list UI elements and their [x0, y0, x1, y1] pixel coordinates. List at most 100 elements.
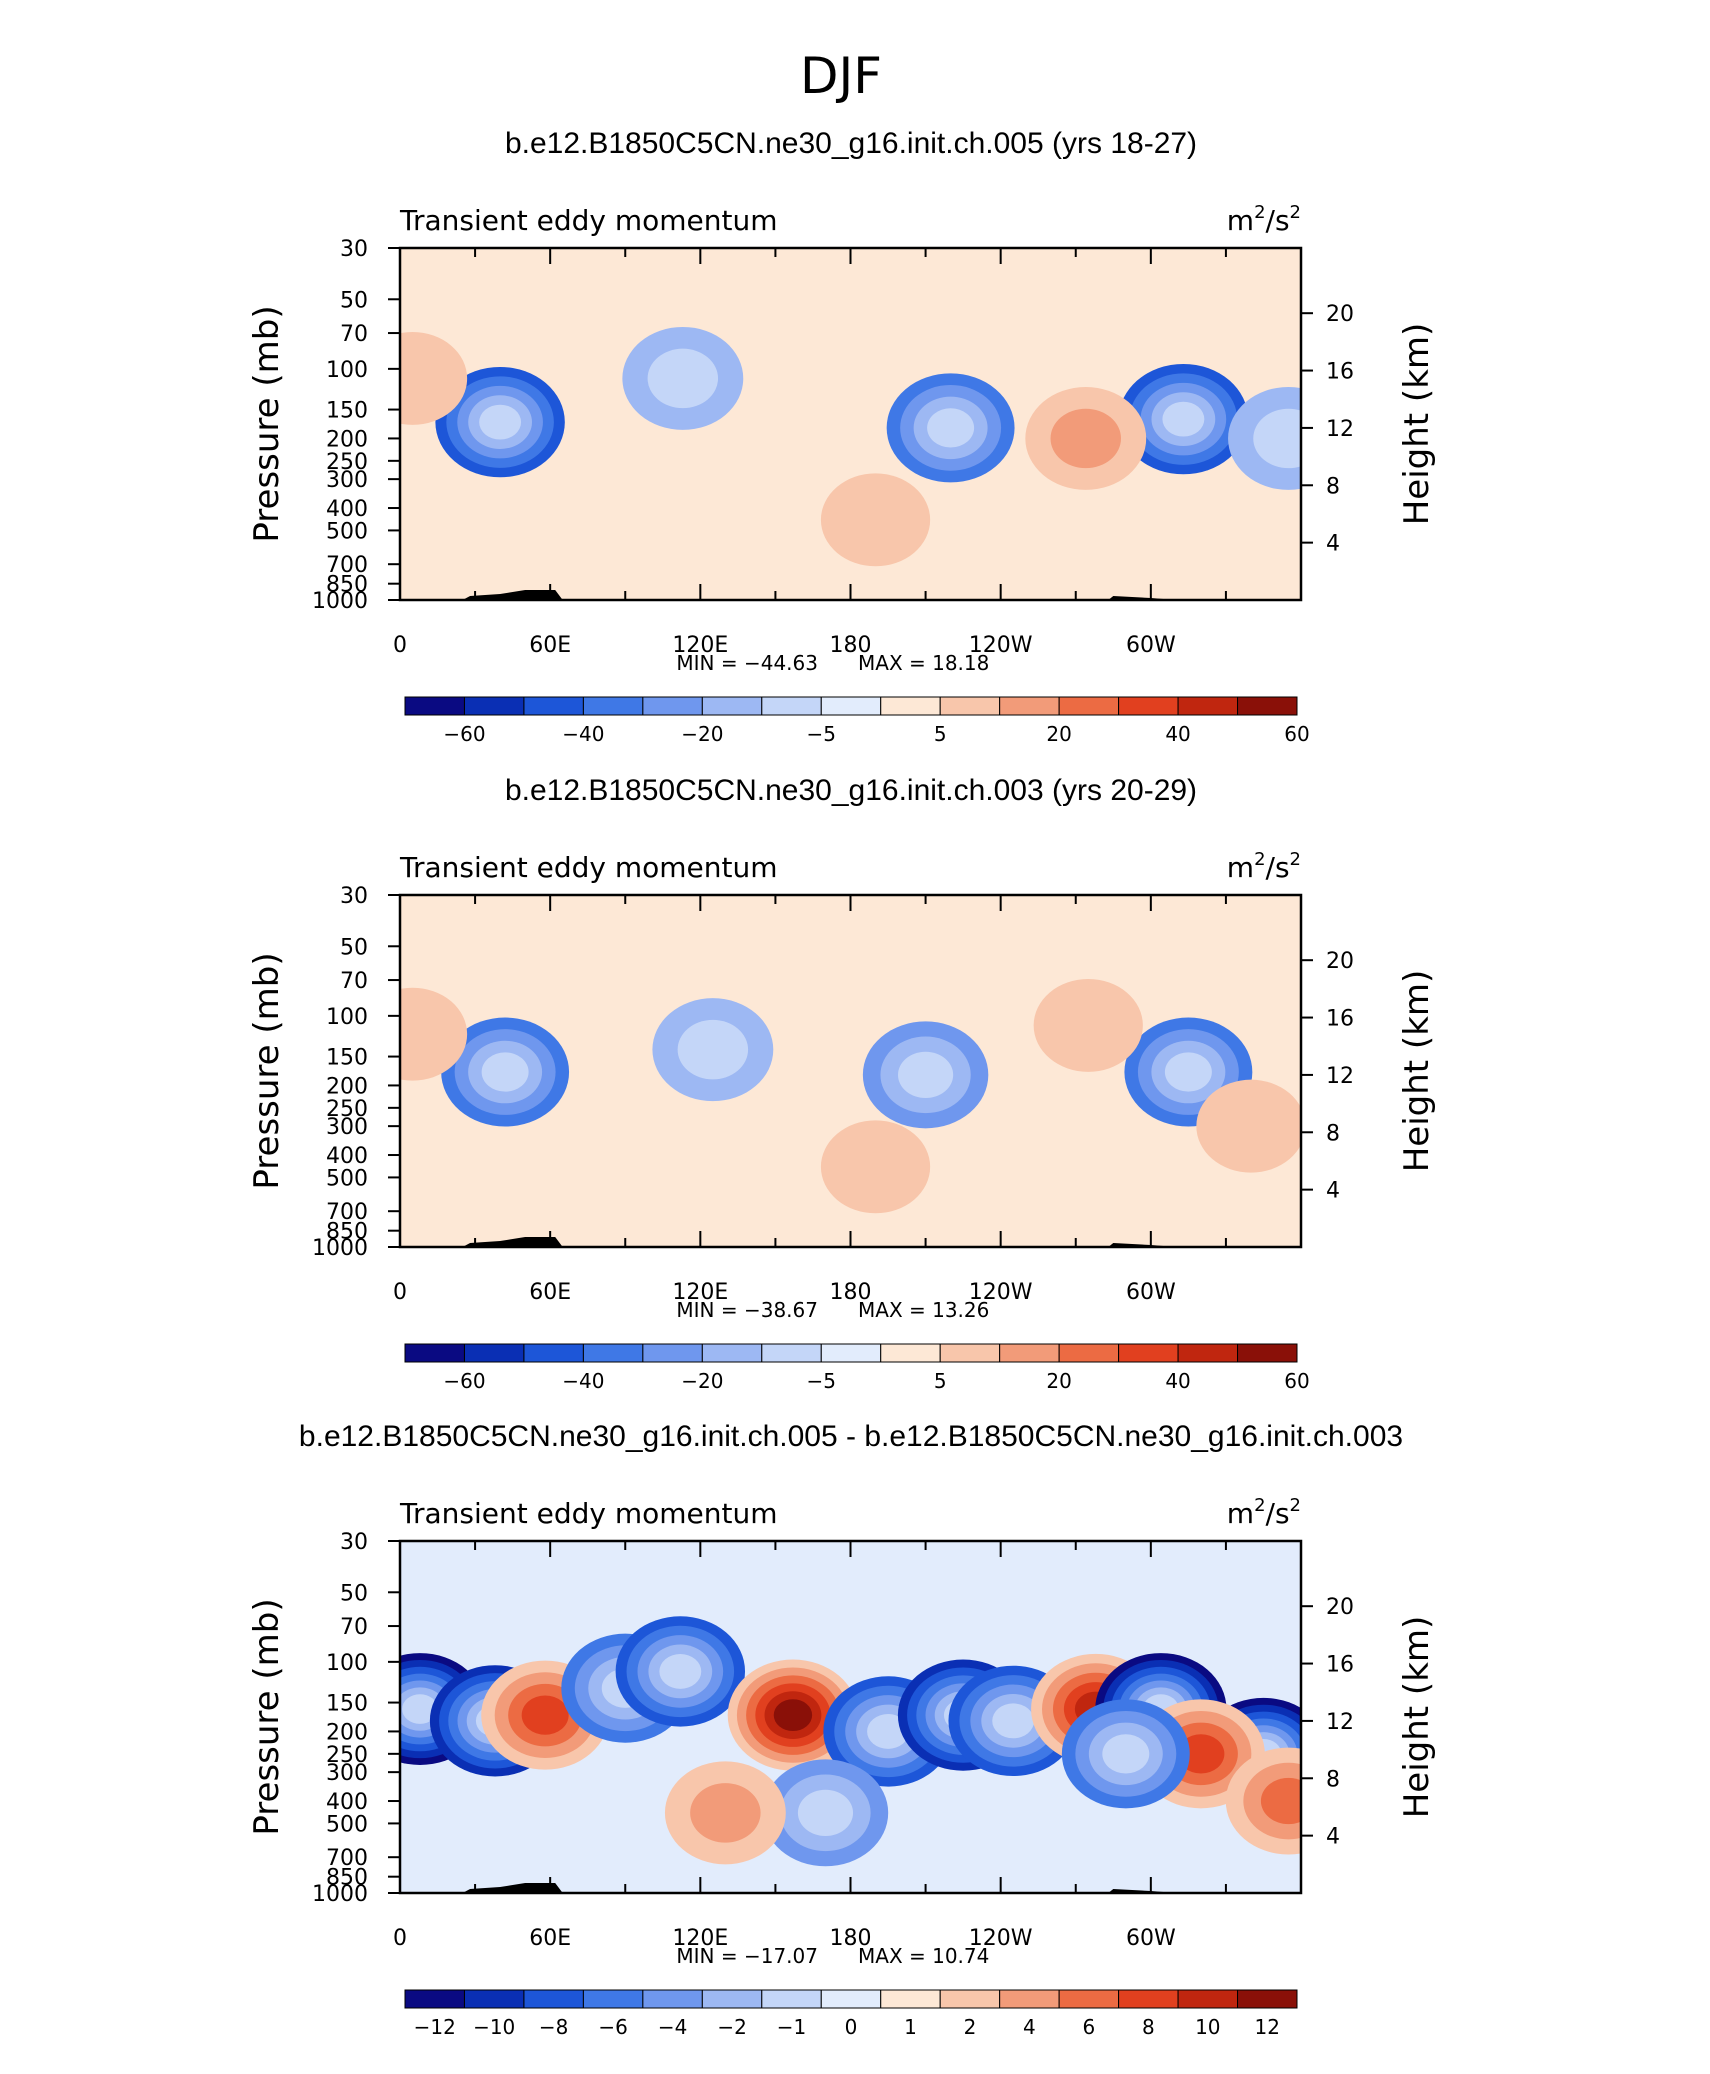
contour-band: [820, 1120, 931, 1214]
y-tick-label: 700: [326, 553, 368, 578]
colorbar-cell: [463, 696, 525, 716]
panel-title: b.e12.B1850C5CN.ne30_g16.init.ch.005 - b…: [299, 1420, 1403, 1453]
x-tick-label: 120E: [672, 1280, 728, 1305]
contour-band: [797, 1789, 854, 1836]
min-label: MIN = −38.67: [676, 1298, 818, 1322]
contour-field: [400, 895, 1301, 1247]
y-tick-label: 300: [326, 1115, 368, 1140]
x-tick-label: 120E: [672, 633, 728, 658]
colorbar: −60 −40 −20 −5 5 20 40 60: [404, 696, 1310, 746]
colorbar-cell: [1058, 1343, 1120, 1363]
max-label: MAX = 10.74: [858, 1944, 989, 1968]
contour-field: [400, 248, 1301, 600]
y-tick-label: 50: [340, 288, 368, 313]
y2-tick-label: 8: [1326, 474, 1340, 499]
y-tick-label: 850: [326, 573, 368, 598]
y-tick-label: 500: [326, 519, 368, 544]
contour-band: [820, 473, 931, 567]
colorbar-label: 5: [934, 1369, 947, 1393]
y-axis-label: Pressure (mb): [247, 305, 287, 542]
contour-band: [1164, 1052, 1212, 1092]
y2-tick-label: 8: [1326, 1121, 1340, 1146]
y-tick-label: 400: [326, 497, 368, 522]
colorbar-cell: [404, 1989, 465, 2009]
y2-axis-label: Height (km): [1397, 1616, 1437, 1819]
colorbar-cell: [642, 1343, 703, 1363]
y-tick-label: 1000: [312, 1236, 368, 1261]
y-tick-label: 70: [340, 322, 368, 347]
colorbar-label: 1: [904, 2015, 917, 2039]
y-tick-label: 250: [326, 1743, 368, 1768]
x-tick-label: 0: [393, 1926, 407, 1951]
colorbar-label: −60: [443, 1369, 485, 1393]
colorbar-cell: [820, 1343, 882, 1363]
colorbar-cell: [880, 1989, 941, 2009]
y-tick-label: 250: [326, 450, 368, 475]
field-label: Transient eddy momentum: [399, 204, 778, 237]
colorbar-label: 6: [1082, 2015, 1095, 2039]
colorbar-cell: [1118, 1989, 1179, 2009]
contour-band: [1177, 1734, 1225, 1774]
x-tick-label: 60W: [1126, 1280, 1176, 1305]
x-tick-label: 120W: [969, 1926, 1033, 1951]
y-tick-label: 30: [340, 884, 368, 909]
contour-band: [400, 331, 468, 425]
x-tick-label: 60E: [529, 633, 571, 658]
colorbar-cell: [701, 696, 763, 716]
y-tick-label: 100: [326, 1651, 368, 1676]
contour-band: [1033, 978, 1143, 1072]
colorbar-cell: [701, 1343, 763, 1363]
colorbar-cell: [582, 1989, 644, 2009]
colorbar-cell: [1177, 1343, 1239, 1363]
y-tick-label: 1000: [312, 589, 368, 614]
colorbar-cell: [523, 1989, 584, 2009]
contour-band: [1260, 1777, 1301, 1825]
colorbar-cell: [999, 1989, 1060, 2009]
y-tick-label: 200: [326, 427, 368, 452]
contour-band: [690, 1783, 761, 1843]
colorbar-label: 40: [1165, 722, 1190, 746]
units-exp1: 2: [1254, 202, 1265, 223]
colorbar-cell: [701, 1989, 763, 2009]
min-label: MIN = −44.63: [676, 651, 818, 675]
y-tick-label: 70: [340, 1615, 368, 1640]
x-tick-label: 0: [393, 1280, 407, 1305]
contour-band: [402, 1694, 438, 1724]
colorbar-cell: [1177, 1989, 1239, 2009]
x-tick-label: 60E: [529, 1280, 571, 1305]
y-axis-label: Pressure (mb): [247, 952, 287, 1189]
contour-band: [927, 408, 975, 448]
topography: [462, 590, 563, 600]
y2-tick-label: 12: [1326, 1710, 1354, 1735]
y-tick-label: 100: [326, 1005, 368, 1030]
topography: [462, 1237, 563, 1247]
field-label: Transient eddy momentum: [399, 851, 778, 884]
colorbar-cell: [939, 1343, 1001, 1363]
contour-band: [521, 1695, 569, 1735]
units-base: m: [1227, 204, 1254, 237]
units-label: m2/s2: [1227, 1495, 1301, 1530]
y2-tick-label: 16: [1326, 1007, 1354, 1032]
x-tick-label: 180: [830, 633, 872, 658]
panel-1: b.e12.B1850C5CN.ne30_g16.init.ch.005 (yr…: [247, 127, 1437, 746]
contour-band: [647, 348, 719, 409]
colorbar-label: 8: [1142, 2015, 1155, 2039]
colorbar-label: −12: [414, 2015, 456, 2039]
y-tick-label: 150: [326, 1046, 368, 1071]
y-tick-label: 200: [326, 1074, 368, 1099]
units-exp2: 2: [1290, 849, 1301, 870]
colorbar-label: 2: [964, 2015, 977, 2039]
y2-tick-label: 16: [1326, 1653, 1354, 1678]
colorbar-label: −40: [562, 722, 604, 746]
y-tick-label: 850: [326, 1866, 368, 1891]
units-label: m2/s2: [1227, 849, 1301, 884]
colorbar-cell: [761, 696, 822, 716]
y-tick-label: 50: [340, 935, 368, 960]
y2-tick-label: 16: [1326, 360, 1354, 385]
colorbar-cell: [1058, 1989, 1120, 2009]
y2-axis-label: Height (km): [1397, 323, 1437, 526]
y2-tick-label: 4: [1326, 1825, 1340, 1850]
y2-tick-label: 20: [1326, 949, 1354, 974]
y-tick-label: 100: [326, 358, 368, 383]
